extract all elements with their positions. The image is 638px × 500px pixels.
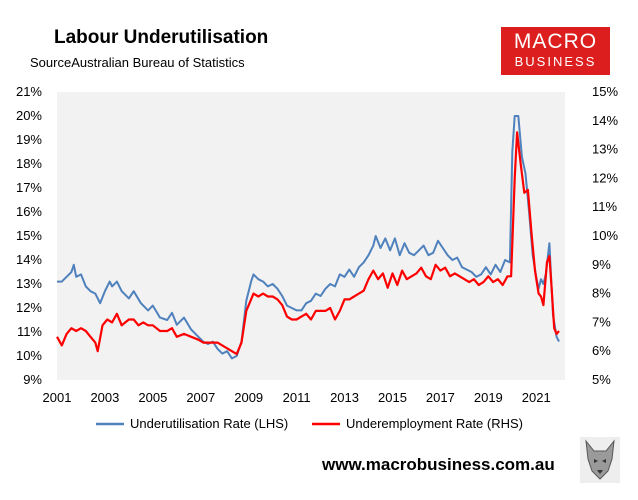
source-note: SourceAustralian Bureau of Statistics: [30, 55, 245, 70]
legend-label: Underutilisation Rate (LHS): [130, 416, 288, 431]
y-left-tick-label: 20%: [16, 108, 42, 123]
x-tick-label: 2005: [138, 390, 167, 405]
y-left-tick-label: 9%: [23, 372, 42, 387]
x-tick-label: 2001: [43, 390, 72, 405]
plot-area: [57, 92, 565, 380]
x-tick-label: 2013: [330, 390, 359, 405]
legend-label: Underemployment Rate (RHS): [346, 416, 523, 431]
y-left-tick-label: 10%: [16, 348, 42, 363]
x-tick-label: 2017: [426, 390, 455, 405]
logo-line1: MACRO: [513, 30, 598, 53]
y-right-tick-label: 8%: [592, 286, 611, 301]
y-left-tick-label: 17%: [16, 180, 42, 195]
wolf-mascot-icon: [580, 437, 620, 483]
y-left-tick-label: 16%: [16, 204, 42, 219]
x-tick-label: 2021: [522, 390, 551, 405]
y-left-tick-label: 18%: [16, 156, 42, 171]
x-tick-label: 2009: [234, 390, 263, 405]
y-right-tick-label: 10%: [592, 228, 618, 243]
y-left-tick-label: 11%: [17, 324, 42, 339]
y-right-tick-label: 9%: [592, 257, 611, 272]
y-left-tick-label: 14%: [16, 252, 42, 267]
x-tick-label: 2007: [186, 390, 215, 405]
macrobusiness-logo: MACRO BUSINESS: [501, 27, 610, 75]
underemployment-rate-line: [56, 131, 560, 356]
y-right-tick-label: 5%: [592, 372, 611, 387]
underutilisation-rate-line: [57, 115, 560, 360]
chart-title: Labour Underutilisation: [54, 27, 269, 48]
y-left-tick-label: 21%: [16, 84, 42, 99]
x-tick-label: 2011: [283, 390, 311, 405]
x-tick-label: 2015: [378, 390, 407, 405]
y-left-tick-label: 12%: [16, 300, 42, 315]
x-tick-label: 2019: [474, 390, 503, 405]
y-left-tick-label: 15%: [16, 228, 42, 243]
y-right-tick-label: 6%: [592, 343, 611, 358]
website-url[interactable]: www.macrobusiness.com.au: [322, 455, 555, 474]
y-left-tick-label: 13%: [16, 276, 42, 291]
y-right-tick-label: 14%: [592, 113, 618, 128]
y-right-tick-label: 11%: [592, 199, 617, 214]
y-right-tick-label: 7%: [592, 314, 611, 329]
x-tick-label: 2003: [90, 390, 119, 405]
y-right-tick-label: 15%: [592, 84, 618, 99]
y-right-tick-label: 13%: [592, 142, 618, 157]
logo-line2: BUSINESS: [514, 54, 597, 69]
y-left-tick-label: 19%: [16, 132, 42, 147]
y-right-tick-label: 12%: [592, 170, 618, 185]
